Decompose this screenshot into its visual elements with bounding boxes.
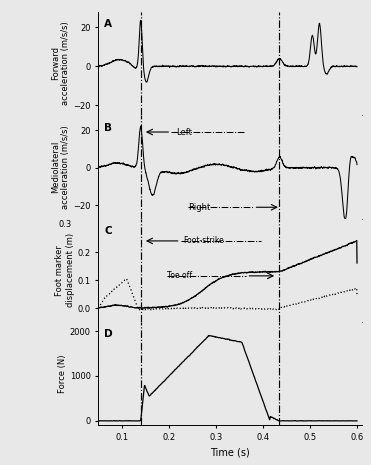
Y-axis label: Mediolateral
acceleration (m/s/s): Mediolateral acceleration (m/s/s) [51,125,70,209]
Text: Foot-strike: Foot-strike [183,236,224,246]
Text: Left: Left [176,127,192,137]
X-axis label: Time (s): Time (s) [210,448,250,458]
Text: Toe off: Toe off [167,272,192,280]
Y-axis label: Force (N): Force (N) [58,354,67,393]
Text: A: A [104,20,112,29]
Text: 0.3: 0.3 [58,219,72,229]
Text: C: C [104,226,112,236]
Text: B: B [104,123,112,133]
Text: Right: Right [188,203,210,212]
Text: D: D [104,329,113,339]
Y-axis label: Forward
acceleration (m/s/s): Forward acceleration (m/s/s) [51,21,70,105]
Y-axis label: Foot marker
displacement (m): Foot marker displacement (m) [55,233,75,307]
